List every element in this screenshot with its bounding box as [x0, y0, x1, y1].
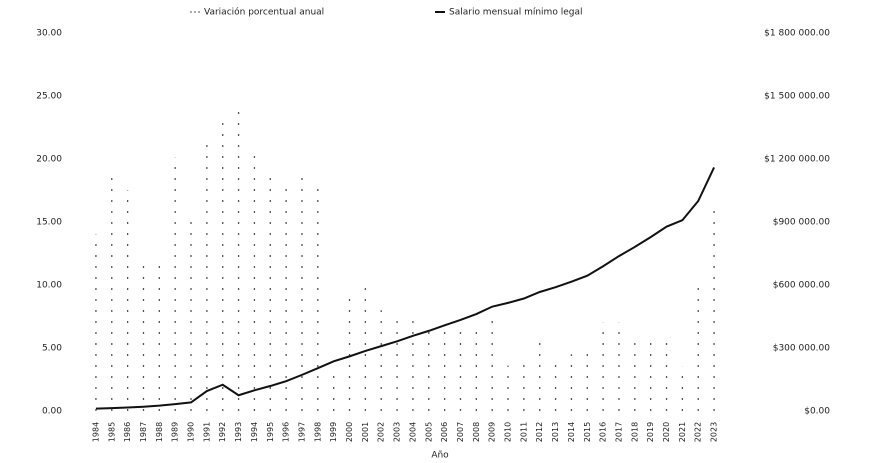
y-tick-label: 20.00: [36, 155, 62, 165]
y-tick-label: 30.00: [36, 29, 62, 39]
y-tick-label: 0.00: [42, 407, 62, 417]
legend-label: Salario mensual mínimo legal: [449, 8, 582, 18]
x-tick-label: 2010: [504, 422, 513, 442]
x-tick-label: 2015: [583, 422, 592, 442]
x-tick-label: 2003: [393, 422, 402, 442]
x-tick-label: 1988: [155, 422, 164, 442]
x-tick-label: 1994: [250, 422, 259, 442]
x-tick-label: 2009: [488, 422, 497, 442]
x-tick-label: 2005: [424, 422, 433, 442]
x-tick-label: 1992: [218, 422, 227, 442]
x-tick-label: 2008: [472, 422, 481, 442]
x-tick-label: 2012: [535, 422, 544, 442]
x-tick-label: 2001: [361, 422, 370, 442]
y2-tick-label: $1 500 000.00: [764, 92, 830, 102]
y-tick-label: 5.00: [42, 344, 62, 354]
x-tick-label: 1989: [171, 422, 180, 442]
x-tick-label: 2019: [646, 422, 655, 442]
x-tick-label: 1984: [91, 422, 100, 442]
x-tick-label: 1991: [202, 422, 211, 442]
x-tick-label: 2017: [614, 422, 623, 442]
y2-tick-label: $0.00: [804, 407, 830, 417]
x-tick-label: 2011: [519, 422, 528, 442]
x-tick-label: 2007: [456, 422, 465, 442]
x-tick-label: 1998: [313, 422, 322, 442]
x-tick-label: 2004: [408, 422, 417, 442]
x-tick-label: 1990: [187, 422, 196, 442]
x-tick-label: 2023: [710, 422, 719, 442]
x-tick-label: 2002: [377, 422, 386, 442]
x-tick-label: 1996: [282, 422, 291, 442]
y2-tick-label: $1 800 000.00: [764, 29, 830, 39]
y2-tick-label: $300 000.00: [773, 344, 831, 354]
x-tick-label: 2000: [345, 422, 354, 442]
x-tick-label: 2018: [630, 422, 639, 442]
x-tick-label: 2013: [551, 422, 560, 442]
y2-tick-label: $900 000.00: [773, 218, 831, 228]
x-tick-label: 1993: [234, 422, 243, 442]
x-tick-label: 2016: [599, 422, 608, 442]
x-tick-label: 1999: [329, 422, 338, 442]
y-tick-label: 25.00: [36, 92, 62, 102]
x-tick-label: 1987: [139, 422, 148, 442]
x-tick-label: 1995: [266, 422, 275, 442]
x-tick-label: 2014: [567, 422, 576, 442]
x-tick-label: 1985: [107, 422, 116, 442]
y-tick-label: 15.00: [36, 218, 62, 228]
legend-label: Variación porcentual anual: [204, 7, 324, 18]
x-tick-label: 2020: [662, 422, 671, 442]
y-tick-label: 10.00: [36, 281, 62, 291]
x-tick-label: 2021: [678, 422, 687, 442]
salary-line: [95, 166, 715, 410]
x-tick-label: 1986: [123, 422, 132, 442]
y2-tick-label: $600 000.00: [773, 281, 831, 291]
x-tick-label: 2022: [694, 422, 703, 442]
x-tick-label: 1997: [297, 422, 306, 442]
x-tick-label: 2006: [440, 422, 449, 442]
x-axis-label: Año: [431, 451, 449, 461]
y2-tick-label: $1 200 000.00: [764, 155, 830, 165]
